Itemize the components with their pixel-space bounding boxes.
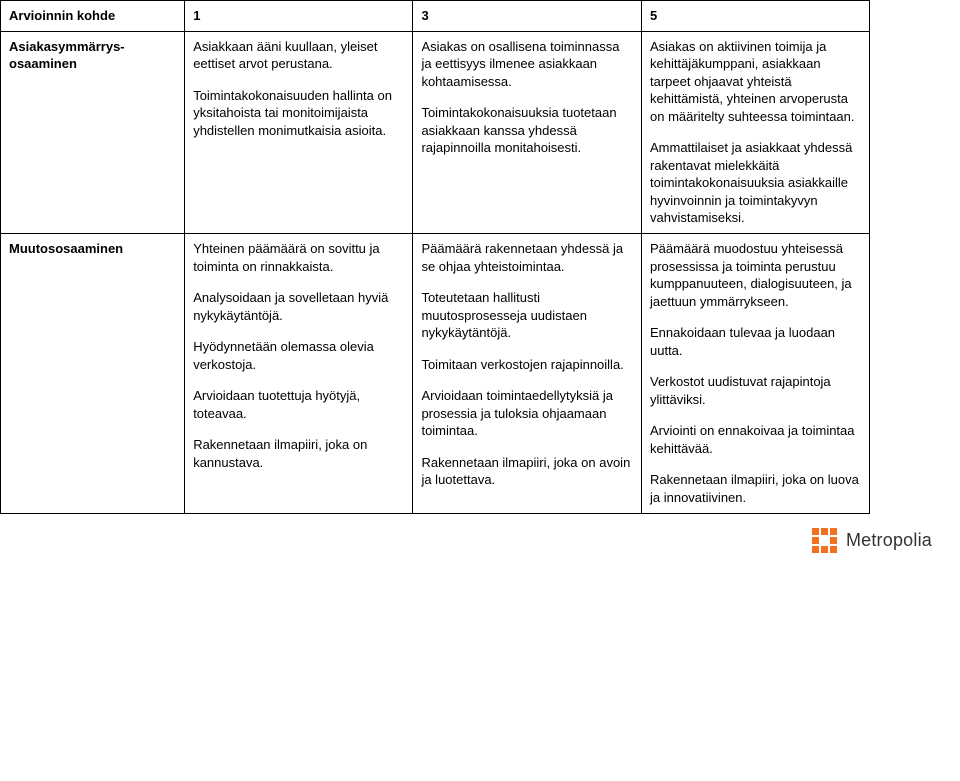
- cell-text: Toimitaan verkostojen rajapinnoilla.: [421, 356, 633, 374]
- table-row: Muutososaaminen Yhteinen päämäärä on sov…: [1, 234, 870, 514]
- cell-text: Arvioidaan toimintaedellytyksiä ja prose…: [421, 387, 633, 440]
- header-row: Arvioinnin kohde 1 3 5: [1, 1, 870, 32]
- metropolia-logo-text: Metropolia: [846, 530, 932, 551]
- cell-text: Toimintakokonaisuuksia tuotetaan asiakka…: [421, 104, 633, 157]
- cell-text: Rakennetaan ilmapiiri, joka on kannustav…: [193, 436, 404, 471]
- cell-text: Toimintakokonaisuuden hallinta on yksita…: [193, 87, 404, 140]
- row-label: Asiakasymmärrys-osaaminen: [1, 31, 185, 233]
- row-label: Muutososaaminen: [1, 234, 185, 514]
- cell-1: Asiakkaan ääni kuullaan, yleiset eettise…: [185, 31, 413, 233]
- header-label: Arvioinnin kohde: [1, 1, 185, 32]
- cell-text: Toteutetaan hallitusti muutosprosesseja …: [421, 289, 633, 342]
- cell-3: Asiakas on osallisena toiminnassa ja eet…: [413, 31, 642, 233]
- cell-text: Hyödynnetään olemassa olevia verkostoja.: [193, 338, 404, 373]
- header-col-5: 5: [642, 1, 870, 32]
- cell-text: Päämäärä muodostuu yhteisessä prosessiss…: [650, 240, 861, 310]
- cell-text: Asiakas on aktiivinen toimija ja kehittä…: [650, 38, 861, 126]
- logo-wrap: Metropolia: [812, 528, 946, 554]
- cell-text: Verkostot uudistuvat rajapintoja ylittäv…: [650, 373, 861, 408]
- cell-3: Päämäärä rakennetaan yhdessä ja se ohjaa…: [413, 234, 642, 514]
- cell-text: Rakennetaan ilmapiiri, joka on avoin ja …: [421, 454, 633, 489]
- cell-text: Arvioidaan tuotettuja hyötyjä, toteavaa.: [193, 387, 404, 422]
- cell-text: Asiakas on osallisena toiminnassa ja eet…: [421, 38, 633, 91]
- header-col-3: 3: [413, 1, 642, 32]
- cell-text: Asiakkaan ääni kuullaan, yleiset eettise…: [193, 38, 404, 73]
- cell-text: Ennakoidaan tulevaa ja luodaan uutta.: [650, 324, 861, 359]
- table-row: Asiakasymmärrys-osaaminen Asiakkaan ääni…: [1, 31, 870, 233]
- cell-5: Asiakas on aktiivinen toimija ja kehittä…: [642, 31, 870, 233]
- cell-text: Arviointi on ennakoivaa ja toimintaa keh…: [650, 422, 861, 457]
- cell-text: Analysoidaan ja sovelletaan hyviä nykykä…: [193, 289, 404, 324]
- cell-text: Päämäärä rakennetaan yhdessä ja se ohjaa…: [421, 240, 633, 275]
- header-col-1: 1: [185, 1, 413, 32]
- assessment-table: Arvioinnin kohde 1 3 5 Asiakasymmärrys-o…: [0, 0, 870, 514]
- metropolia-logo-icon: [812, 528, 838, 554]
- cell-text: Yhteinen päämäärä on sovittu ja toiminta…: [193, 240, 404, 275]
- cell-text: Rakennetaan ilmapiiri, joka on luova ja …: [650, 471, 861, 506]
- cell-1: Yhteinen päämäärä on sovittu ja toiminta…: [185, 234, 413, 514]
- cell-text: Ammattilaiset ja asiakkaat yhdessä raken…: [650, 139, 861, 227]
- cell-5: Päämäärä muodostuu yhteisessä prosessiss…: [642, 234, 870, 514]
